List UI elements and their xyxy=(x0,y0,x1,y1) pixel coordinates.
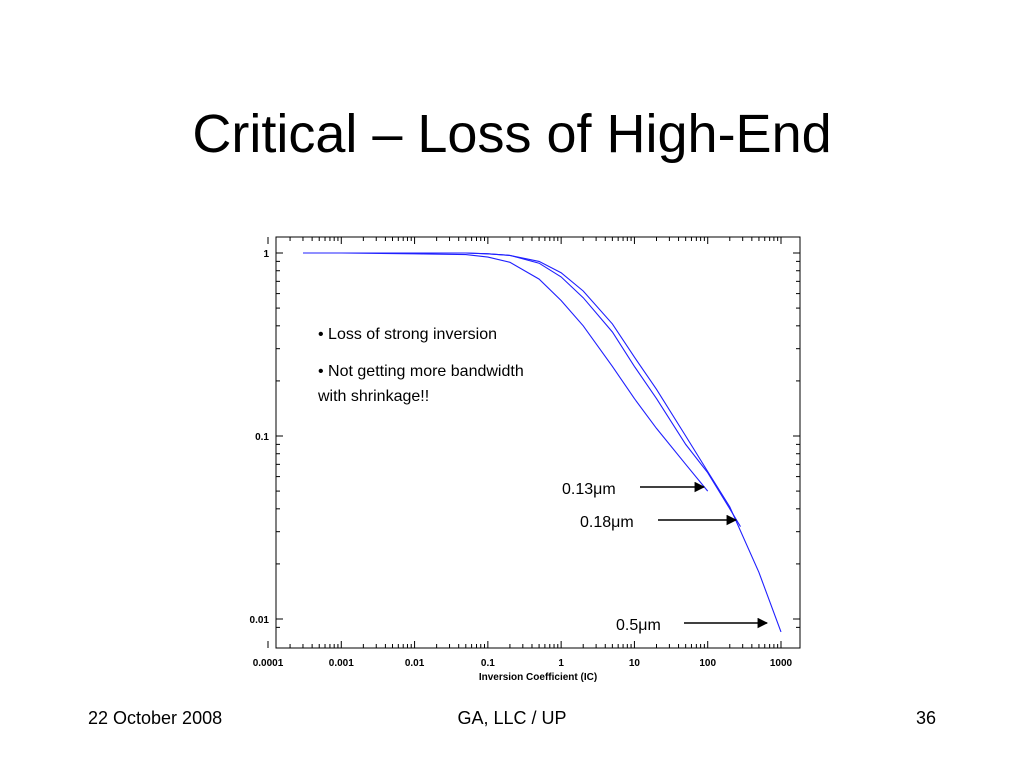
slide-title: Critical – Loss of High-End xyxy=(192,104,832,164)
x-tick-label: 100 xyxy=(699,658,716,669)
x-tick-label: 0.001 xyxy=(329,658,354,669)
footer-org: GA, LLC / UP xyxy=(457,708,567,728)
x-tick-label: 10 xyxy=(629,658,641,669)
series-label-0-18-m: 0.18μm xyxy=(580,514,634,531)
annotation-bullet-2-cont: with shrinkage!! xyxy=(317,388,429,405)
y-tick-label: 0.01 xyxy=(250,615,270,626)
x-tick-label: 0.1 xyxy=(481,658,495,669)
annotation-bullet-2: • Not getting more bandwidth xyxy=(318,363,524,380)
series-label-0-5-m: 0.5μm xyxy=(616,617,661,634)
x-tick-label: 1 xyxy=(558,658,564,669)
y-tick-label: 1 xyxy=(263,249,269,260)
x-axis-label: Inversion Coefficient (IC) xyxy=(479,672,597,683)
footer-date: 22 October 2008 xyxy=(88,708,223,728)
slide-number: 36 xyxy=(915,708,936,728)
x-tick-label: 0.0001 xyxy=(253,658,284,669)
series-line-0-13-m xyxy=(303,252,709,492)
x-tick-label: 1000 xyxy=(770,658,793,669)
x-tick-label: 0.01 xyxy=(405,658,425,669)
annotation-bullet-1: • Loss of strong inversion xyxy=(318,326,497,343)
y-tick-label: 0.1 xyxy=(255,432,269,443)
series-label-0-13-m: 0.13μm xyxy=(562,481,616,498)
plot-frame xyxy=(275,236,801,649)
series-line-0-5-m xyxy=(303,252,782,633)
